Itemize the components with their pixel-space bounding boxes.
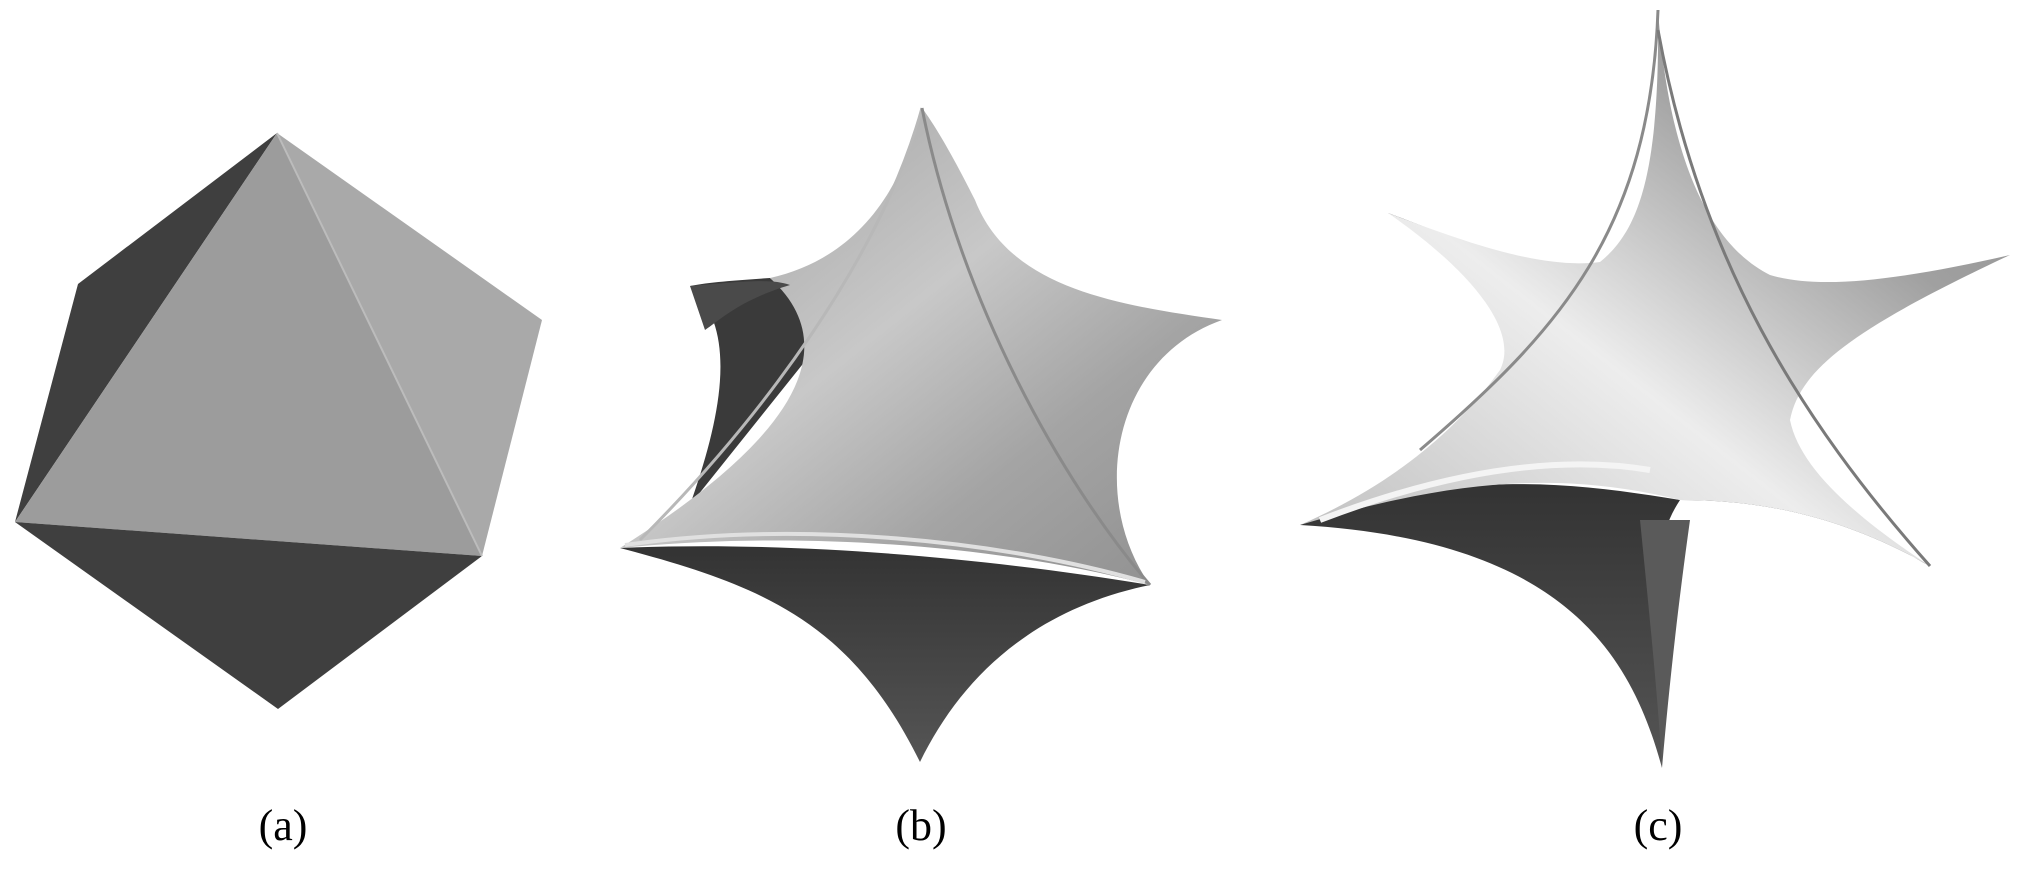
caption-b: (b) bbox=[895, 801, 947, 850]
shape-c-bottom-spike bbox=[1640, 520, 1690, 768]
shape-c-ridge-upper bbox=[1419, 9, 1660, 452]
shape-b-dark-lower-face bbox=[620, 546, 1150, 762]
shape-c-main-body bbox=[1300, 10, 2010, 566]
shape-c-ridge-highlight bbox=[1318, 461, 1651, 523]
concave-octahedron-shape bbox=[620, 107, 1222, 762]
star-shape bbox=[1300, 9, 2010, 768]
caption-c: (c) bbox=[1633, 801, 1683, 850]
shape-c-ridge-right bbox=[1656, 29, 1932, 567]
octahedron-edge bbox=[276, 132, 483, 557]
octahedron-lower-face bbox=[15, 522, 482, 709]
octahedron-right-face bbox=[277, 133, 542, 556]
shape-b-ridge-bottom bbox=[624, 532, 1146, 584]
octahedron-shape bbox=[15, 132, 542, 709]
shape-b-ridge-right bbox=[920, 107, 1152, 586]
caption-a: (a) bbox=[258, 801, 308, 850]
shape-c-dark-lower-face bbox=[1300, 484, 1680, 768]
shape-b-main-body bbox=[620, 108, 1222, 585]
shape-b-left-spike bbox=[690, 281, 790, 330]
shape-b-ridge-left bbox=[638, 107, 924, 542]
octahedron-front-face bbox=[15, 133, 482, 556]
